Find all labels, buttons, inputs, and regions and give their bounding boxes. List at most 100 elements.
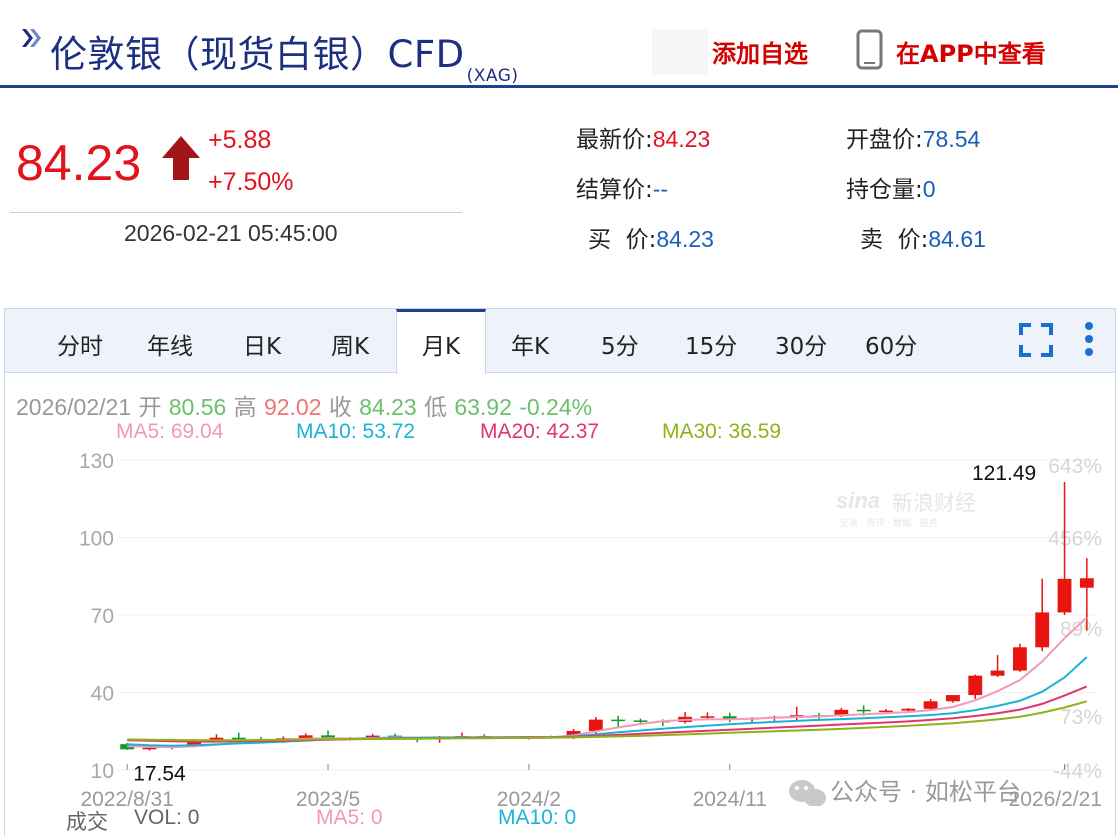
candle-body [298,735,313,739]
pct-tick-label: 73% [1060,706,1102,729]
candle-body [231,737,246,740]
more-vertical-icon[interactable] [1083,321,1095,357]
tab-5min[interactable]: 5分 [601,334,639,360]
add-watchlist-button[interactable]: 添加自选 [712,40,808,68]
tab-weekly-k[interactable]: 周K [331,334,370,360]
svg-text:交易 · 资讯 · 数据 · 服务: 交易 · 资讯 · 数据 · 服务 [840,517,938,529]
svg-text:sina: sina [836,488,880,513]
ma5-legend: MA5: 69.04 [116,420,224,443]
y-tick-label: 40 [91,683,114,706]
field-last: 最新价:84.23 [576,126,711,153]
tab-15min[interactable]: 15分 [685,334,738,360]
phone-icon [856,29,883,70]
candle-body [856,709,871,712]
candle-body [968,675,983,696]
y-tick-label: 70 [91,605,114,628]
up-arrow-icon [162,136,200,180]
candle-body [990,670,1005,676]
candle-body [187,740,202,747]
extreme-label: 121.49 [972,462,1036,485]
ohlc-low: 63.92 [454,394,512,420]
candle-body [1079,578,1094,588]
svg-text:新浪财经: 新浪财经 [892,491,976,515]
field-open: 开盘价:78.54 [846,126,981,153]
tab-monthly-k[interactable]: 月K [396,309,486,374]
ma20-legend: MA20: 42.37 [480,420,600,443]
candle-body [700,716,715,718]
x-tick-label: 2024/11 [693,788,767,806]
pct-tick-label: 89% [1060,618,1102,641]
svg-text:公众号 · 如松平台: 公众号 · 如松平台 [830,778,1021,806]
sina-watermark: sina 新浪财经 交易 · 资讯 · 数据 · 服务 [836,488,976,529]
candlestick-chart[interactable]: sina 新浪财经 交易 · 资讯 · 数据 · 服务 10 40 70 100 130… [0,440,1118,806]
candle-body [879,710,893,713]
candle-body [321,735,335,739]
pct-tick-label: 456% [1048,528,1102,551]
volume-ma10: MA10: 0 [498,806,577,829]
open-in-app-link[interactable]: 在APP中查看 [896,40,1046,68]
candle-body [1057,578,1072,613]
tab-30min[interactable]: 30分 [775,334,828,360]
candle-body [142,747,157,750]
candle-body [901,708,916,711]
y-axis: 10 40 70 100 130 -44% 73% 89% 456% 643% [79,450,1102,783]
candle-body [834,709,849,716]
ohlc-high: 92.02 [263,394,322,420]
x-tick-label: 2026/2/21 [1009,788,1102,806]
wechat-icon [789,780,826,806]
y-tick-label: 10 [91,760,114,783]
last-price: 84.23 [16,135,142,191]
field-ask: 卖 价:84.61 [860,226,986,253]
placeholder-box [652,30,708,74]
candle-body [946,695,960,702]
candles [120,481,1094,751]
tab-yearly-k[interactable]: 年K [511,334,550,360]
candle-body [1035,612,1050,648]
candle-body [588,719,603,731]
fullscreen-icon[interactable] [1019,323,1053,357]
ohlc-date: 2026/02/21 [16,394,132,420]
candle-body [209,737,224,741]
ma10-legend: MA10: 53.72 [296,420,416,443]
ohlc-readout: 2026/02/21 开 80.56 高 92.02 收 84.23 低 63.… [16,394,593,421]
candle-body [923,701,938,709]
chart-panel: 分时 年线 日K 周K 月K 年K 5分 15分 30分 60分 [4,308,1116,836]
ma-line-ma30 [127,700,1088,742]
ma30-legend: MA30: 36.59 [662,420,782,443]
field-settle: 结算价:-- [576,176,669,203]
candle-body [722,716,737,719]
field-open-interest: 持仓量:0 [846,176,936,203]
x-axis: 2022/8/31 2023/5 2024/2 2024/11 2026/2/21 [80,764,1102,806]
pct-tick-label: -44% [1053,760,1102,783]
tab-daily-k[interactable]: 日K [243,334,282,360]
x-tick-label: 2022/8/31 [80,788,173,806]
quote-timestamp: 2026-02-21 05:45:00 [124,220,338,246]
tab-intraday[interactable]: 分时 [57,334,103,360]
candle-body [633,720,648,722]
volume-value: VOL: 0 [134,806,200,829]
pct-tick-label: 643% [1048,455,1102,478]
instrument-code: (XAG) [466,66,519,86]
ohlc-change: -0.24% [519,394,593,420]
ma-lines [127,616,1088,749]
extreme-label: 17.54 [133,763,186,786]
volume-label: 成交 [66,811,108,834]
x-tick-label: 2024/2 [497,788,561,806]
tab-year-line[interactable]: 年线 [147,334,193,360]
interval-tabs: 分时 年线 日K 周K 月K 年K 5分 15分 30分 60分 [5,309,1115,374]
tab-60min[interactable]: 60分 [865,334,918,360]
ohlc-open: 80.56 [168,394,227,420]
ma-line-ma10 [127,656,1088,747]
candle-body [566,730,581,737]
page-header: 伦敦银（现货白银）CFD (XAG) 添加自选 在APP中查看 [0,0,1118,88]
quote-divider [10,212,462,213]
price-change: +5.88 [208,126,272,154]
instrument-title: 伦敦银（现货白银）CFD (XAG) [50,33,519,86]
ohlc-close: 84.23 [359,394,417,420]
annotations: 121.49 17.54 [133,462,1036,786]
price-change-percent: +7.50% [208,168,294,196]
wechat-watermark: 公众号 · 如松平台 [789,778,1021,806]
field-bid: 买 价:84.23 [588,226,714,253]
candle-body [1012,647,1027,671]
y-tick-label: 130 [79,450,114,473]
